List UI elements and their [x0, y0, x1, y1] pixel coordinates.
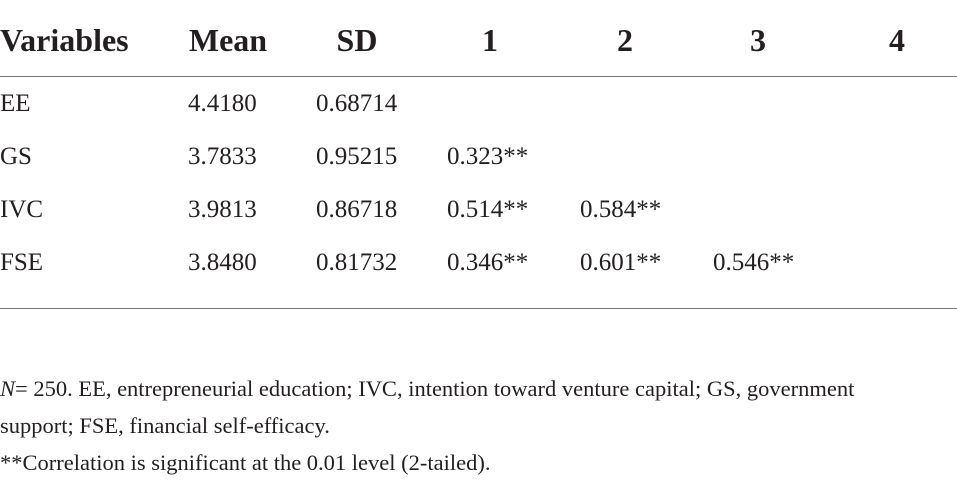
column-header: Mean — [188, 22, 268, 58]
column-header: 2 — [617, 22, 633, 58]
cell: 0.546** — [713, 249, 795, 276]
row-label: FSE — [0, 249, 44, 276]
cell: 0.514** — [447, 196, 529, 223]
column-header: 3 — [750, 22, 766, 58]
column-header: 1 — [482, 22, 498, 58]
cell: 3.9813 — [188, 196, 257, 223]
table-notes: N= 250. EE, entrepreneurial education; I… — [0, 370, 905, 481]
cell: 0.323** — [447, 143, 529, 170]
row-label: GS — [0, 143, 32, 170]
cell: 0.68714 — [316, 90, 398, 117]
cell: 3.8480 — [188, 249, 257, 276]
note-significance: **Correlation is significant at the 0.01… — [0, 450, 491, 475]
row-label: IVC — [0, 196, 44, 223]
note-definitions: N= 250. EE, entrepreneurial education; I… — [0, 370, 905, 444]
cell: 3.7833 — [188, 143, 257, 170]
column-header: SD — [336, 22, 378, 58]
cell: 0.81732 — [316, 249, 398, 276]
cell: 0.86718 — [316, 196, 398, 223]
cell: 0.584** — [580, 196, 662, 223]
bottom-rule — [0, 308, 957, 309]
column-header: 4 — [889, 22, 905, 58]
cell: 0.601** — [580, 249, 662, 276]
cell: 4.4180 — [188, 90, 257, 117]
cell: 0.95215 — [316, 143, 398, 170]
column-header: Variables — [0, 22, 129, 58]
header-rule — [0, 76, 957, 77]
note-text: = 250. EE, entrepreneurial education; IV… — [0, 376, 855, 438]
cell: 0.346** — [447, 249, 529, 276]
row-label: EE — [0, 90, 31, 117]
note-n: N — [0, 376, 16, 401]
